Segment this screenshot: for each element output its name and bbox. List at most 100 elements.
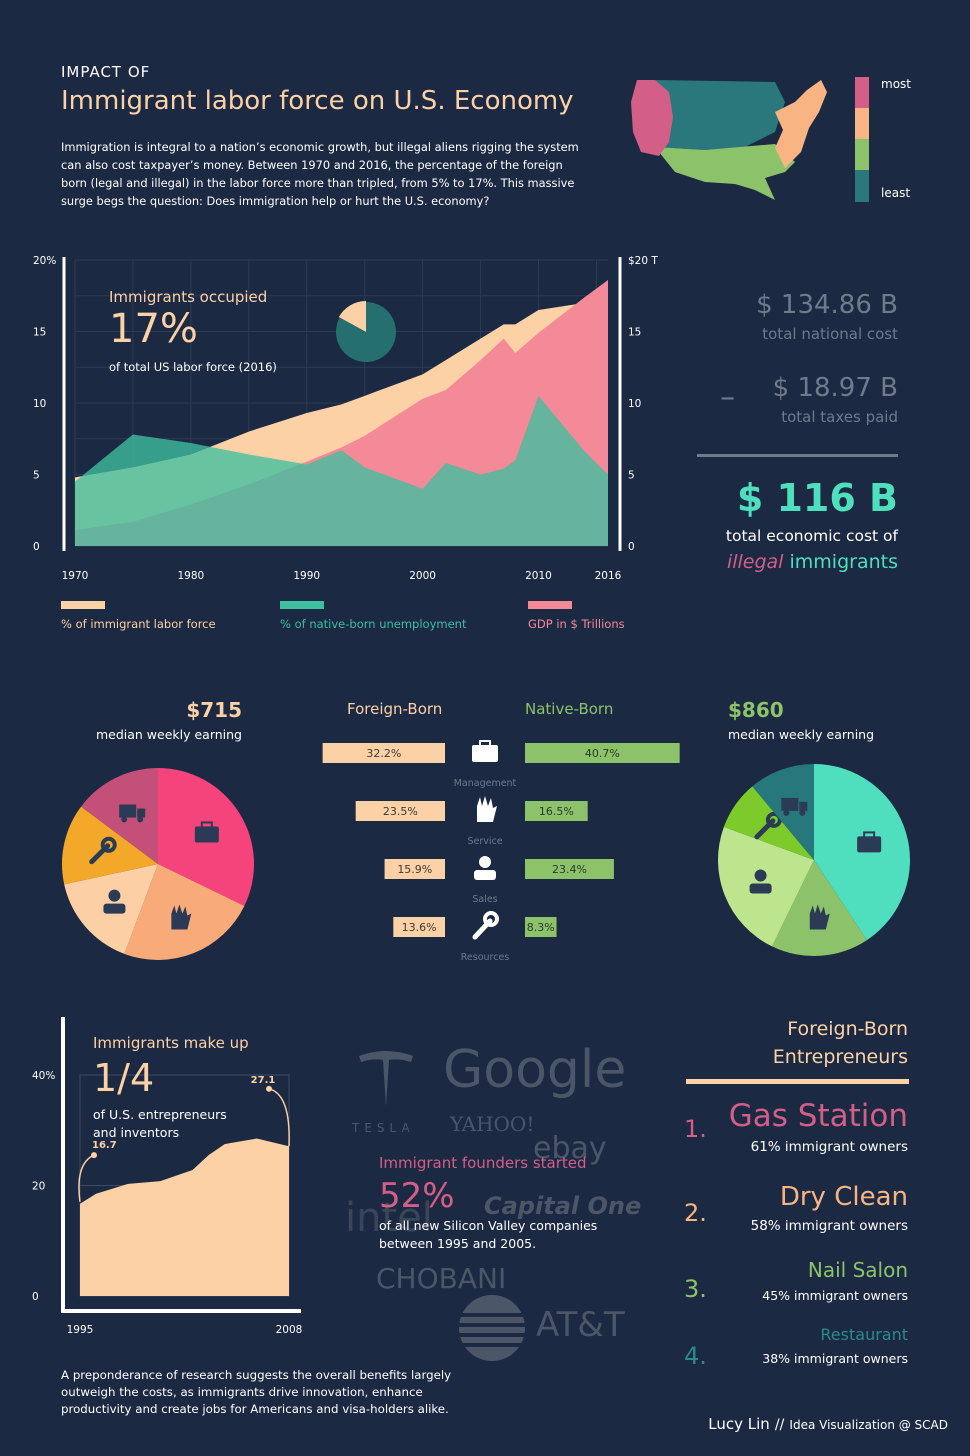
- chart-annotation-title: Immigrants occupied: [109, 288, 268, 306]
- logo-yahoo: YAHOO!: [450, 1112, 535, 1136]
- native-earning-label: median weekly earning: [728, 727, 875, 742]
- ent-callout-line: [78, 1154, 95, 1202]
- founders-title: Immigrant founders started: [379, 1154, 587, 1172]
- left-tick-label: 20%: [33, 255, 56, 267]
- labor-area-chart: 0 5 10 15 20% 0 5 10 15 $20 T 1970 1980 1990 2000 2010…: [33, 255, 658, 582]
- legend-label-immigrant: % of immigrant labor force: [61, 617, 216, 631]
- bar-native-born: [525, 917, 557, 937]
- national-cost-value: $ 134.86 B: [756, 290, 898, 320]
- ranking-caption: 38% immigrant owners: [762, 1351, 908, 1366]
- right-tick-label: 15: [628, 327, 641, 339]
- ent-callout-dot: [266, 1085, 272, 1092]
- truck-cab: [137, 808, 146, 818]
- credit-separator: //: [774, 1417, 785, 1433]
- map-region-central: [655, 80, 785, 150]
- person-body: [749, 883, 772, 894]
- truck-icon: [119, 804, 137, 818]
- category-icon-group: [472, 911, 499, 940]
- page-title: Immigrant labor force on U.S. Economy: [61, 86, 574, 116]
- taxes-value: $ 18.97 B: [772, 373, 898, 403]
- footer-text: A preponderance of research suggests the…: [61, 1367, 451, 1418]
- pie-slice: [752, 764, 814, 860]
- caption-line: of all new Silicon Valley companies: [379, 1218, 598, 1233]
- map-legend-color-2: [855, 108, 869, 139]
- truck-wheel: [799, 809, 806, 816]
- person-icon: [754, 869, 767, 882]
- ent-start-label: 16.7: [92, 1140, 117, 1151]
- truck-wheel: [137, 816, 144, 823]
- ent-y-tick: 40%: [32, 1070, 55, 1082]
- ranking-title: Foreign-Born Entrepreneurs: [773, 1015, 908, 1071]
- truck-wheel: [121, 816, 128, 823]
- wrench-head: [765, 811, 782, 828]
- cost-divider: [697, 454, 898, 457]
- bar-label-native: 23.4%: [552, 863, 587, 876]
- ent-x-tick: 2008: [276, 1324, 303, 1336]
- wrench-head: [483, 911, 499, 927]
- footer-credit: Lucy Lin // Idea Visualization @ SCAD: [708, 1414, 948, 1433]
- bar-label-native: 16.5%: [539, 805, 574, 818]
- caption-line: between 1995 and 2005.: [379, 1236, 537, 1251]
- bar-label-native: 40.7%: [585, 747, 620, 760]
- left-tick-label: 5: [33, 470, 40, 482]
- category-icon-group: [474, 856, 496, 880]
- ranking-number: 4.: [684, 1342, 707, 1370]
- legend-swatch-immigrant: [61, 601, 105, 609]
- att-globe-icon: [459, 1295, 525, 1361]
- illegal-word: illegal: [726, 551, 784, 573]
- ranking-number: 3.: [684, 1275, 707, 1303]
- bar-label-foreign: 32.2%: [366, 747, 401, 760]
- ranking-caption: 58% immigrant owners: [750, 1218, 908, 1234]
- bar-label-foreign: 15.9%: [397, 863, 432, 876]
- truck-wheel: [783, 809, 790, 816]
- ent-callout-line: [268, 1088, 290, 1147]
- footer-line: A preponderance of research suggests the…: [61, 1368, 452, 1382]
- category-icon-group: [477, 796, 497, 822]
- entrepreneurs-caption: of U.S. entrepreneurs and inventors: [93, 1106, 227, 1142]
- logo-google: Google: [443, 1040, 627, 1100]
- intro-line: can also cost taxpayer’s money. Between …: [61, 158, 563, 172]
- bar-native-born: [525, 743, 680, 763]
- logo-chobani: CHOBANI: [376, 1262, 507, 1295]
- briefcase-handle: [863, 831, 876, 839]
- left-tick-label: 0: [33, 541, 40, 553]
- entrepreneurs-title: Immigrants make up: [93, 1034, 249, 1052]
- chart-annotation-value: 17%: [109, 306, 198, 352]
- immigrants-word: immigrants: [789, 551, 898, 573]
- intro-line: surge begs the question: Does immigratio…: [61, 194, 490, 208]
- category-label: Management: [454, 778, 517, 789]
- native-born-heading: Native-Born: [525, 700, 614, 718]
- wrench-head: [100, 836, 117, 853]
- total-cost-subject: illegal immigrants: [727, 551, 898, 573]
- ranking-business-name: Restaurant: [820, 1325, 908, 1344]
- bar-foreign-born: [384, 859, 445, 879]
- map-legend-least: least: [881, 186, 911, 200]
- ent-y-tick: 0: [32, 1291, 39, 1303]
- map-legend-color-4: [855, 170, 869, 202]
- credit-text: Idea Visualization @ SCAD: [789, 1418, 948, 1432]
- us-map: [631, 80, 827, 200]
- entrepreneurs-value: 1/4: [93, 1056, 155, 1100]
- ranking-number: 1.: [684, 1115, 707, 1143]
- ranking-title-line: Entrepreneurs: [772, 1046, 908, 1068]
- ranking-caption: 45% immigrant owners: [762, 1288, 908, 1303]
- x-tick-label: 1990: [293, 570, 320, 582]
- bar-label-foreign: 23.5%: [383, 805, 418, 818]
- legend-swatch-unemployment: [280, 601, 324, 609]
- category-label: Resources: [461, 952, 510, 963]
- ranking-business-name: Nail Salon: [807, 1258, 908, 1282]
- map-region-west: [631, 80, 673, 156]
- truck-cab: [799, 801, 808, 811]
- person-body: [103, 903, 126, 914]
- tesla-logo: [359, 1051, 413, 1106]
- map-region-east: [775, 80, 827, 168]
- ranking-business-name: Dry Clean: [779, 1182, 908, 1212]
- bar-label-foreign: 13.6%: [402, 921, 437, 934]
- minus-sign: –: [720, 380, 735, 415]
- legend-swatch-gdp: [528, 601, 572, 609]
- logo-capitalone: Capital One: [484, 1192, 642, 1220]
- briefcase-handle: [200, 821, 213, 829]
- total-cost-value: $ 116 B: [736, 476, 898, 520]
- bar-native-born: [525, 801, 588, 821]
- category-label: Sales: [472, 894, 497, 905]
